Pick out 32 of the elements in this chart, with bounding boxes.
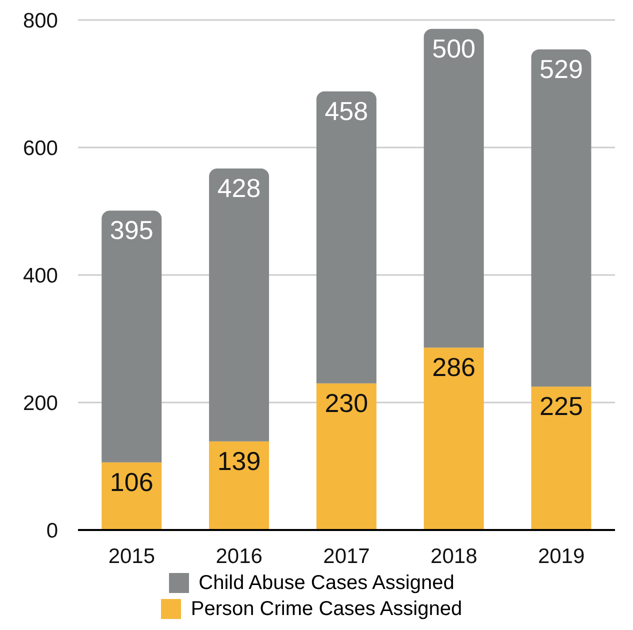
y-tick-label: 0: [46, 519, 58, 542]
data-label: 106: [110, 466, 154, 497]
x-tick-label: 2017: [323, 544, 370, 568]
bar: [102, 462, 162, 530]
data-label: 500: [432, 33, 476, 64]
legend-label: Child Abuse Cases Assigned: [198, 571, 454, 596]
bar: [209, 441, 270, 530]
bar: [531, 386, 592, 530]
bar: [316, 91, 376, 384]
bar: [102, 210, 162, 462]
x-tick-label: 2019: [538, 544, 585, 568]
data-label: 230: [324, 388, 368, 418]
x-tick-label: 2015: [108, 544, 156, 568]
data-label: 395: [110, 215, 154, 246]
data-label: 529: [540, 54, 583, 84]
y-tick-label: 600: [22, 136, 58, 160]
bar: [424, 348, 484, 530]
legend-label: Person Crime Cases Assigned: [190, 597, 462, 622]
x-tick-label: 2018: [430, 544, 478, 568]
data-label: 286: [432, 352, 476, 382]
data-label: 458: [324, 96, 368, 126]
data-label: 139: [217, 446, 261, 476]
y-tick-label: 800: [22, 9, 58, 32]
bar: [209, 168, 270, 442]
bar: [424, 28, 484, 348]
y-tick-label: 200: [22, 392, 58, 415]
bar: [531, 49, 592, 387]
bar: [316, 383, 376, 530]
x-tick-label: 2016: [216, 544, 262, 568]
y-tick-label: 400: [22, 264, 58, 288]
data-label: 225: [540, 391, 583, 422]
data-label: 428: [217, 172, 261, 203]
